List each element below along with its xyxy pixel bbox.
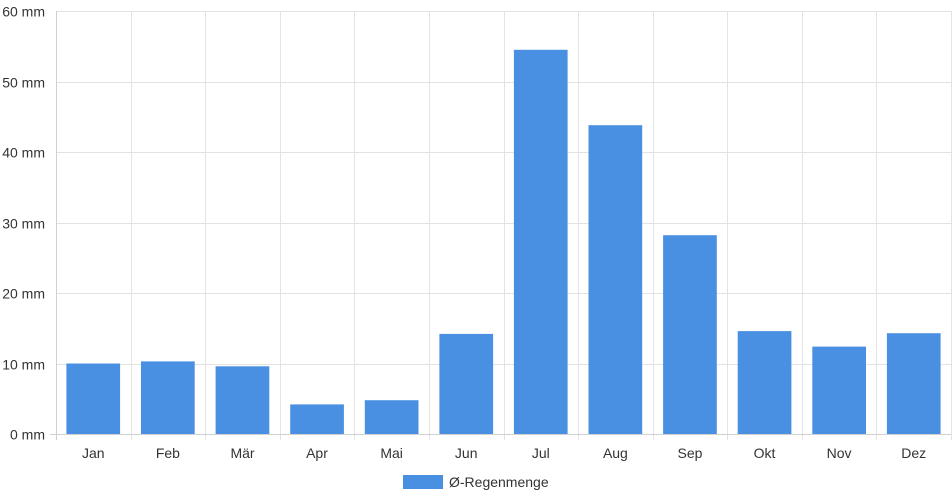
legend-swatch[interactable] bbox=[403, 475, 443, 489]
bar-jan[interactable] bbox=[66, 363, 121, 435]
bar-mär[interactable] bbox=[215, 366, 270, 434]
bar-feb[interactable] bbox=[141, 361, 195, 434]
axes bbox=[50, 11, 951, 440]
x-tick-label: Jan bbox=[82, 445, 105, 461]
bar-jul[interactable] bbox=[513, 49, 568, 435]
x-tick-label: Jul bbox=[532, 445, 550, 461]
x-tick-label: Jun bbox=[455, 445, 478, 461]
x-tick-label: Apr bbox=[306, 445, 328, 461]
x-axis-tick-labels: Jan Feb Mär Apr Mai Jun Jul Aug Sep Okt Nov Dez bbox=[82, 445, 926, 461]
legend[interactable]: Ø-Regenmenge bbox=[403, 474, 549, 490]
y-tick-label: 30 mm bbox=[2, 216, 45, 232]
y-tick-label: 20 mm bbox=[2, 286, 45, 302]
x-tick-label: Sep bbox=[678, 445, 703, 461]
y-axis-tick-labels: 0 mm 10 mm 20 mm 30 mm 40 mm 50 mm 60 mm bbox=[2, 4, 45, 443]
bar-dez[interactable] bbox=[886, 333, 941, 434]
y-tick-label: 50 mm bbox=[2, 75, 45, 91]
y-tick-label: 60 mm bbox=[2, 4, 45, 20]
bars bbox=[66, 49, 941, 435]
x-tick-label: Feb bbox=[156, 445, 180, 461]
y-tick-label: 10 mm bbox=[2, 357, 45, 373]
bar-nov[interactable] bbox=[812, 346, 866, 434]
bar-jun[interactable] bbox=[439, 333, 494, 434]
x-tick-label: Dez bbox=[901, 445, 926, 461]
x-tick-label: Mär bbox=[230, 445, 254, 461]
y-tick-label: 40 mm bbox=[2, 145, 45, 161]
bar-okt[interactable] bbox=[737, 331, 792, 434]
x-tick-label: Aug bbox=[603, 445, 628, 461]
bar-apr[interactable] bbox=[290, 404, 344, 434]
legend-label[interactable]: Ø-Regenmenge bbox=[449, 474, 549, 490]
y-tick-label: 0 mm bbox=[10, 427, 45, 443]
x-tick-label: Mai bbox=[380, 445, 403, 461]
x-tick-label: Okt bbox=[754, 445, 776, 461]
bar-mai[interactable] bbox=[364, 400, 419, 434]
bar-sep[interactable] bbox=[663, 235, 717, 434]
bar-aug[interactable] bbox=[588, 125, 643, 434]
x-tick-label: Nov bbox=[827, 445, 852, 461]
